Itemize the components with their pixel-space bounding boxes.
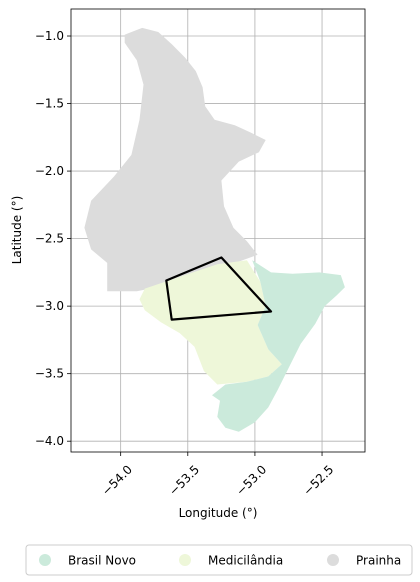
plot-frame — [70, 8, 366, 453]
legend-marker-2 — [327, 554, 339, 566]
region-prainha — [84, 27, 266, 292]
region-brasil-novo — [212, 260, 345, 432]
y-tick-label-5: −3.5 — [35, 367, 64, 381]
y-tick-label-6: −4.0 — [35, 434, 64, 448]
legend-label-1: Medicilândia — [208, 554, 283, 568]
x-axis-label: Longitude (°) — [179, 506, 258, 520]
legend-frame — [25, 544, 413, 576]
y-axis-ticks: −1.0 −1.5 −2.0 −2.5 −3.0 −3.5 −4.0 — [35, 29, 71, 448]
map-regions — [84, 27, 345, 432]
y-tick-label-2: −2.0 — [35, 164, 64, 178]
y-tick-label-1: −1.5 — [35, 97, 64, 111]
y-tick-label-0: −1.0 — [35, 29, 64, 43]
y-tick-label-3: −2.5 — [35, 232, 64, 246]
legend-marker-1 — [179, 554, 191, 566]
outline-polygon — [165, 256, 273, 321]
legend-label-2: Prainha — [356, 554, 401, 568]
y-tick-label-4: −3.0 — [35, 299, 64, 313]
legend-label-0: Brasil Novo — [68, 554, 136, 568]
study-area-outline — [165, 256, 273, 321]
region-medicil-ndia — [139, 260, 282, 385]
legend-marker-0 — [39, 554, 51, 566]
legend: Brasil Novo Medicilândia Prainha — [25, 544, 413, 576]
y-axis-label: Latitude (°) — [10, 196, 24, 265]
